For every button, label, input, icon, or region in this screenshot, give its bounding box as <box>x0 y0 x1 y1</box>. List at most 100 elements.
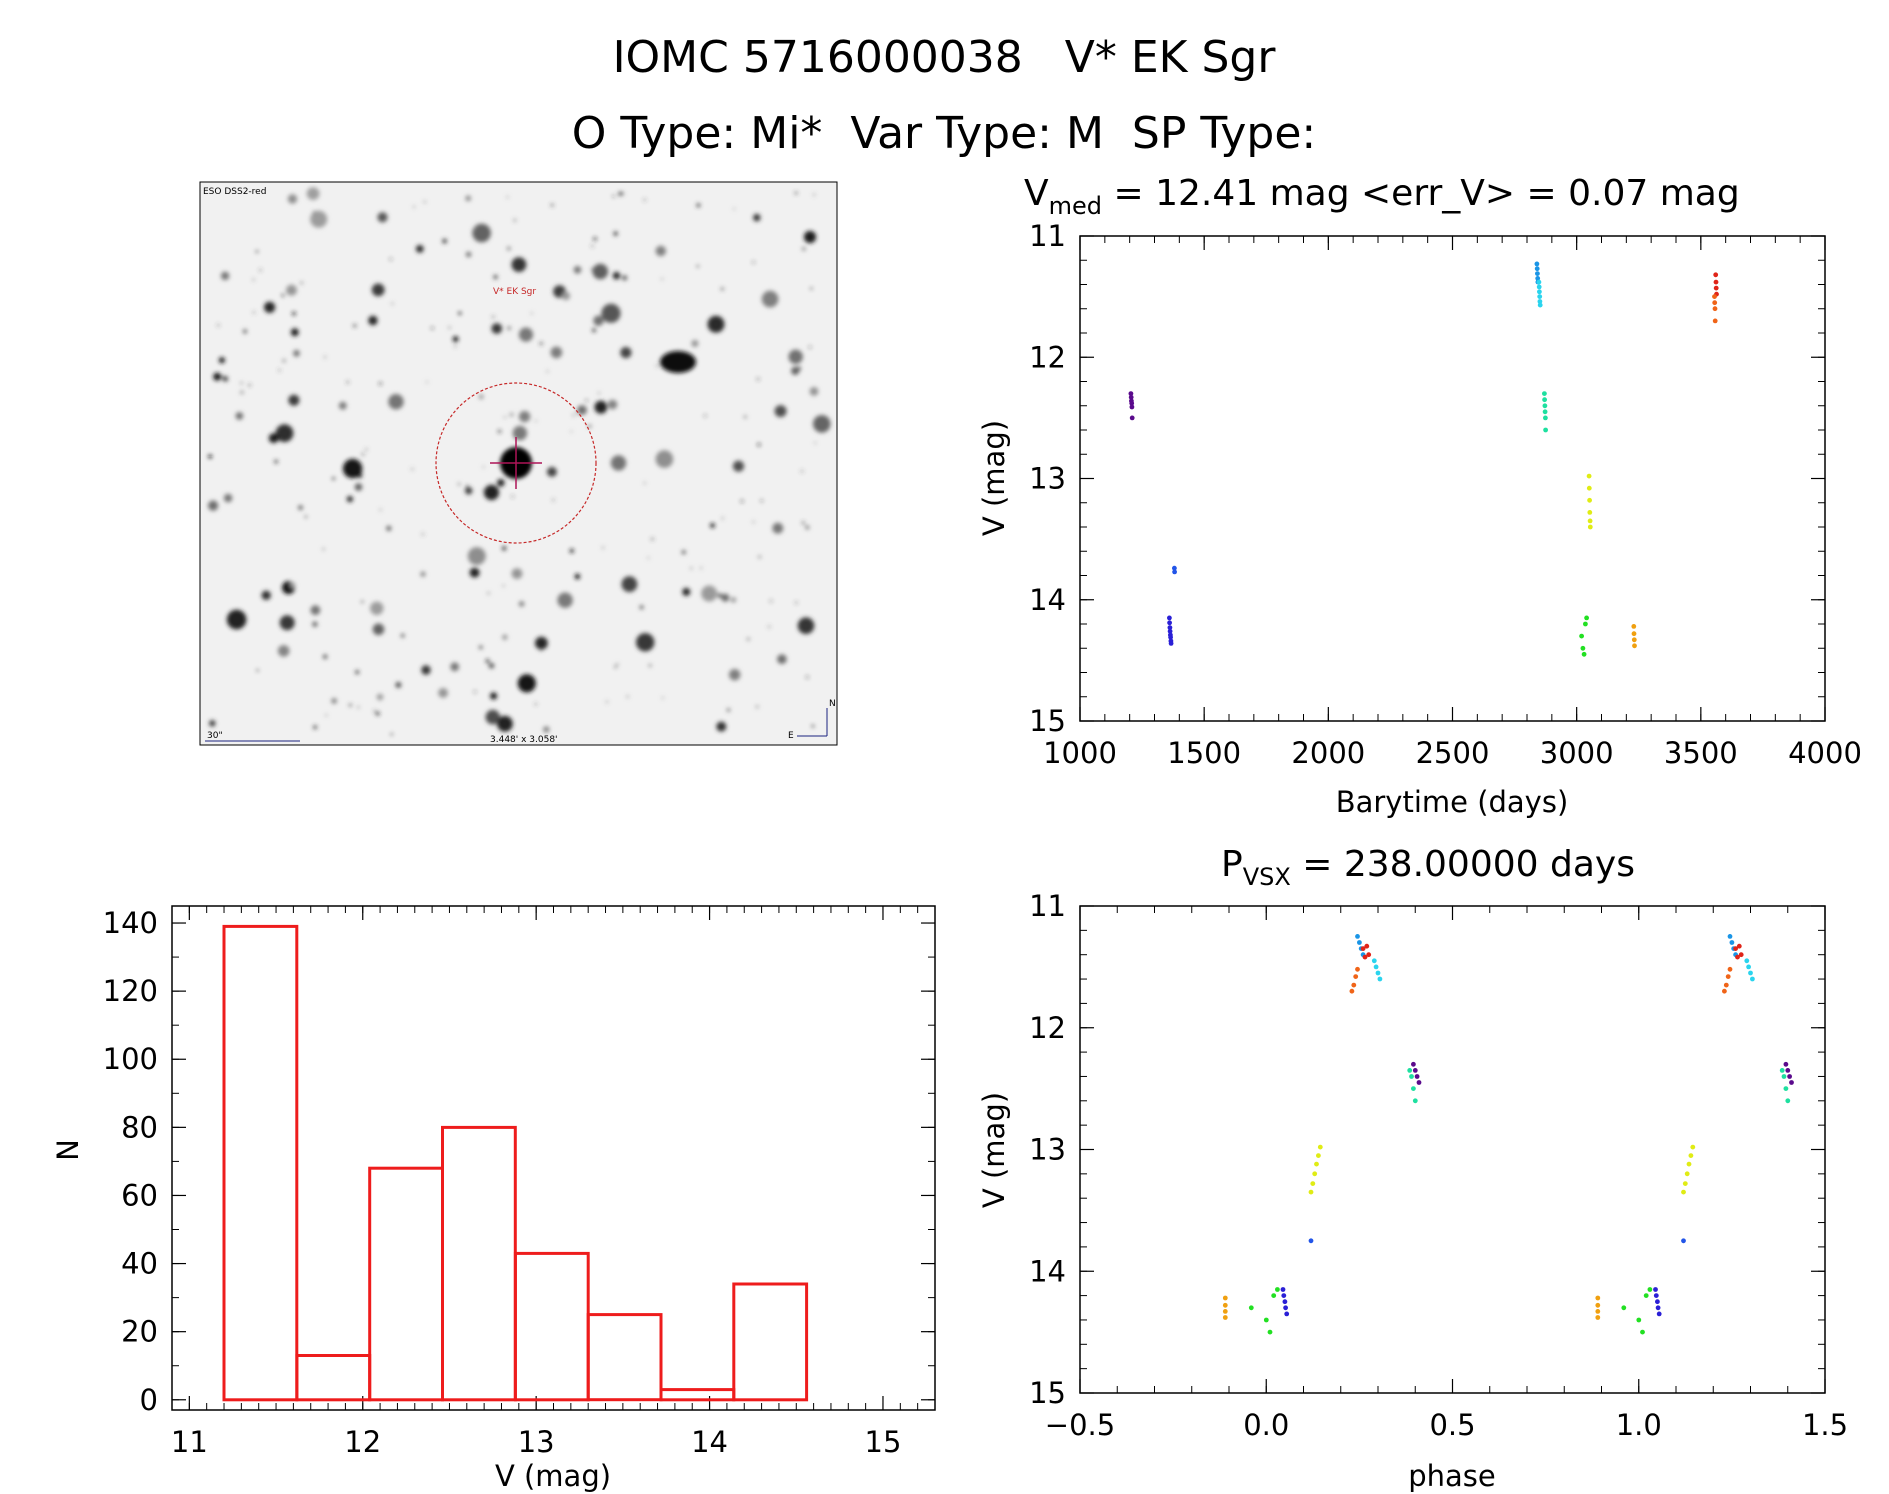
star <box>696 265 699 268</box>
star <box>482 466 485 468</box>
lightcurve-xlabel: Barytime (days) <box>1336 785 1569 819</box>
data-point <box>1722 988 1727 994</box>
target-circle <box>435 382 597 544</box>
data-point <box>1129 400 1135 406</box>
star <box>306 187 320 201</box>
star <box>519 411 531 423</box>
data-point <box>1282 1299 1288 1305</box>
star <box>322 548 325 551</box>
star <box>535 636 548 650</box>
x-tick-label: 2000 <box>1291 736 1365 770</box>
star <box>223 493 233 503</box>
star <box>479 645 483 650</box>
star <box>386 525 392 531</box>
star <box>240 381 243 385</box>
star <box>497 715 513 732</box>
data-point <box>1414 1074 1420 1079</box>
star <box>806 676 809 679</box>
star <box>552 499 555 501</box>
star <box>606 700 608 703</box>
data-point <box>1537 289 1542 295</box>
data-point <box>1581 651 1587 657</box>
data-point <box>1712 306 1718 312</box>
data-point <box>1738 952 1744 958</box>
star <box>465 195 472 202</box>
data-point <box>1222 1309 1228 1314</box>
star <box>801 246 806 251</box>
star <box>704 414 707 417</box>
data-point <box>1412 1068 1418 1073</box>
star <box>312 621 318 627</box>
star <box>814 441 817 444</box>
star <box>485 659 490 663</box>
star <box>587 424 592 429</box>
y-tick-label: 11 <box>1029 219 1066 253</box>
star <box>794 191 798 195</box>
data-point <box>1310 1181 1316 1186</box>
histogram-bar <box>222 924 299 1402</box>
star <box>379 508 382 511</box>
phased-ticks <box>1079 905 1826 1394</box>
x-tick-label: 15 <box>865 1425 902 1459</box>
star <box>290 328 299 337</box>
star <box>593 237 597 241</box>
phased-axes <box>1079 905 1826 1394</box>
star <box>518 601 525 607</box>
data-point <box>1308 1189 1314 1195</box>
x-tick-label: −0.5 <box>1045 1408 1115 1442</box>
data-point <box>1640 1329 1645 1335</box>
star <box>454 345 457 348</box>
star <box>226 609 247 630</box>
star <box>788 349 803 364</box>
star <box>591 245 594 247</box>
star <box>690 567 693 570</box>
star <box>721 593 730 602</box>
star <box>730 597 737 603</box>
star <box>458 311 462 315</box>
data-point <box>1536 284 1542 290</box>
star <box>506 246 511 251</box>
star <box>569 548 574 554</box>
star <box>661 696 664 699</box>
y-tick-label: 0 <box>140 1383 158 1417</box>
star <box>259 269 262 272</box>
star <box>252 278 255 281</box>
bright-star <box>660 351 696 373</box>
star <box>511 495 514 498</box>
east-label: E <box>788 731 794 741</box>
y-tick-label: 140 <box>103 906 158 940</box>
lightcurve-points <box>1128 261 1719 657</box>
data-point <box>1317 1144 1323 1150</box>
data-point <box>1168 641 1174 646</box>
star <box>626 695 629 698</box>
data-point <box>1681 1189 1686 1195</box>
star <box>483 484 500 501</box>
data-point <box>1412 1098 1418 1104</box>
y-tick-label: 12 <box>1029 1011 1066 1045</box>
star <box>661 278 664 280</box>
histogram-axes <box>171 905 936 1411</box>
star <box>592 328 596 333</box>
star <box>448 326 451 329</box>
data-point <box>1631 624 1637 629</box>
star <box>809 346 811 349</box>
star <box>213 372 222 381</box>
star <box>293 349 300 357</box>
star <box>348 703 352 707</box>
data-point <box>1537 294 1543 299</box>
star <box>655 450 674 468</box>
star <box>485 709 501 725</box>
data-point <box>1713 285 1719 291</box>
star <box>502 634 508 640</box>
data-point <box>1248 1305 1254 1311</box>
data-point <box>1411 1086 1416 1091</box>
x-tick-label: 2500 <box>1416 736 1490 770</box>
data-point <box>1222 1302 1228 1308</box>
star <box>279 615 295 631</box>
star <box>614 665 617 668</box>
star-field <box>208 187 831 736</box>
star <box>746 637 750 641</box>
star <box>557 592 573 608</box>
star <box>415 245 424 253</box>
star <box>287 194 298 204</box>
